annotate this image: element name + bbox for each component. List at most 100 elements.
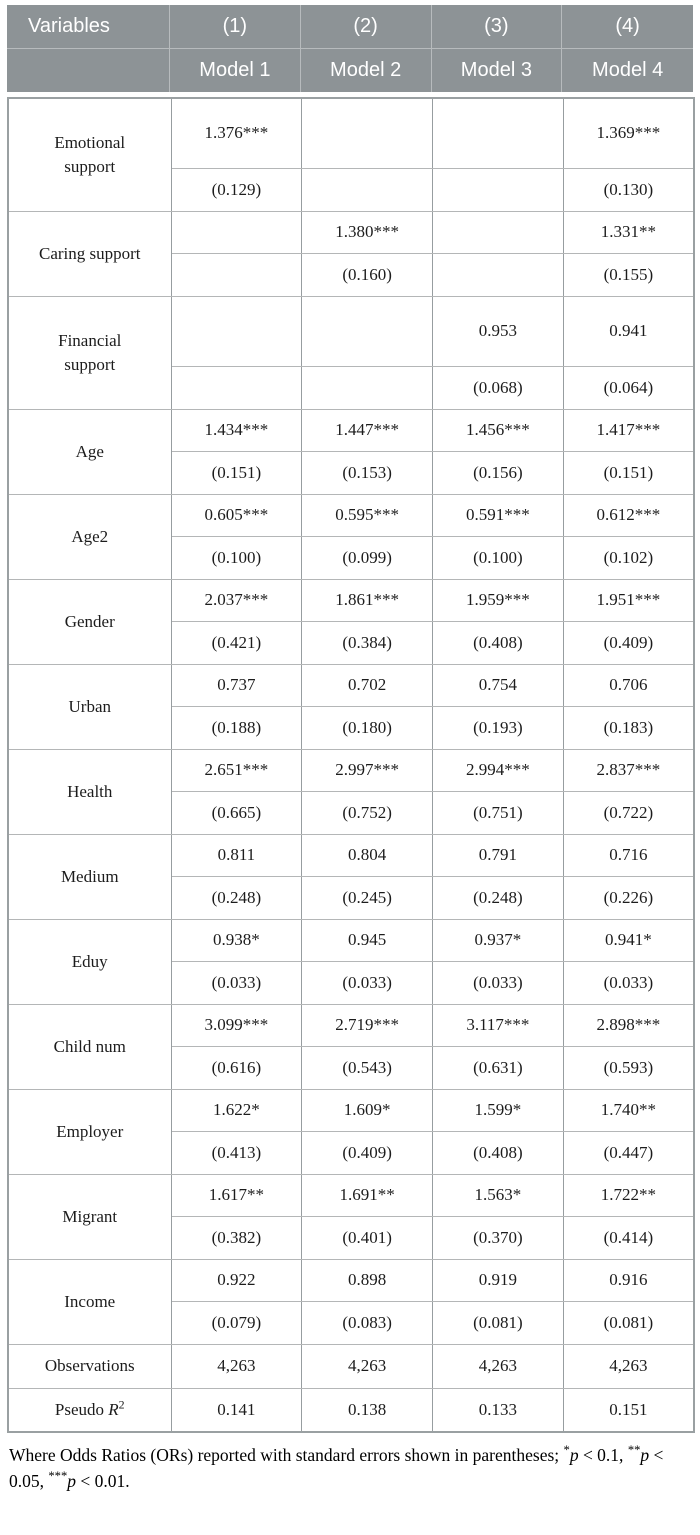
- odds-ratio-cell: 1.599*: [432, 1088, 564, 1132]
- summary-label: Pseudo R2: [7, 1387, 172, 1433]
- stderr-cell: (0.033): [562, 960, 695, 1005]
- stderr-row: (0.068) (0.064): [8, 365, 695, 410]
- odds-ratio-cell: 1.380***: [301, 210, 433, 254]
- odds-ratio-cell: [170, 210, 303, 254]
- stderr-cell: (0.631): [432, 1045, 564, 1090]
- summary-value-cell: 0.141: [170, 1387, 303, 1433]
- header-model-4: Model 4: [592, 59, 664, 81]
- odds-ratio-cell: [432, 97, 564, 169]
- summary-value-cell: 4,263: [170, 1343, 303, 1389]
- stderr-cell: (0.752): [301, 790, 433, 835]
- stderr-cell: (0.153): [301, 450, 433, 495]
- stderr-cell: (0.160): [301, 252, 433, 297]
- variable-row: Child num 3.099*** 2.719*** 3.117*** 2.898**…: [7, 1003, 695, 1090]
- odds-ratio-cell: 0.591***: [432, 493, 564, 537]
- row-label: Age: [7, 408, 172, 495]
- stderr-cell: (0.401): [301, 1215, 433, 1260]
- row-label: Urban: [7, 663, 172, 750]
- odds-ratio-cell: 1.740**: [562, 1088, 695, 1132]
- stderr-cell: (0.248): [170, 875, 303, 920]
- odds-ratio-cell: 2.719***: [301, 1003, 433, 1047]
- stderr-cell: (0.370): [432, 1215, 564, 1260]
- stderr-cell: [301, 365, 433, 410]
- stderr-cell: (0.414): [562, 1215, 695, 1260]
- stderr-cell: [170, 365, 303, 410]
- header-col-1: (1): [170, 5, 301, 49]
- variable-row: Financial support 0.953 0.941: [7, 295, 695, 410]
- stderr-cell: [170, 252, 303, 297]
- stderr-cell: (0.248): [432, 875, 564, 920]
- stderr-cell: (0.068): [432, 365, 564, 410]
- stderr-cell: (0.751): [432, 790, 564, 835]
- stderr-cell: (0.083): [301, 1300, 433, 1345]
- odds-ratio-cell: 0.916: [562, 1258, 695, 1302]
- summary-value-cell: 4,263: [301, 1343, 433, 1389]
- odds-ratio-cell: 2.994***: [432, 748, 564, 792]
- variable-row: Urban 0.737 0.702 0.754 0.706: [7, 663, 695, 750]
- odds-ratio-cell: 1.456***: [432, 408, 564, 452]
- stderr-cell: (0.382): [170, 1215, 303, 1260]
- odds-ratio-cell: 0.716: [562, 833, 695, 877]
- table-header: Variables (1) (2) (3) (4) Model 1 Model …: [7, 5, 693, 92]
- stderr-cell: (0.447): [562, 1130, 695, 1175]
- row-label: Eduy: [7, 918, 172, 1005]
- odds-ratio-cell: 3.099***: [170, 1003, 303, 1047]
- stderr-cell: (0.413): [170, 1130, 303, 1175]
- row-label: Child num: [7, 1003, 172, 1090]
- odds-ratio-cell: 1.959***: [432, 578, 564, 622]
- odds-ratio-cell: 0.612***: [562, 493, 695, 537]
- stderr-row: (0.100) (0.099) (0.100) (0.102): [8, 535, 695, 580]
- odds-ratio-cell: [301, 295, 433, 367]
- stderr-cell: (0.033): [170, 960, 303, 1005]
- odds-ratio-cell: 3.117***: [432, 1003, 564, 1047]
- stderr-cell: (0.079): [170, 1300, 303, 1345]
- regression-table: Emotional support 1.376*** 1.369*** (0.129)…: [7, 97, 695, 1433]
- stderr-cell: (0.100): [170, 535, 303, 580]
- summary-value-cell: 0.138: [301, 1387, 433, 1433]
- header-col-4: (4): [562, 5, 693, 49]
- header-col-2: (2): [300, 5, 432, 49]
- row-label: Caring support: [7, 210, 172, 297]
- stderr-cell: (0.245): [301, 875, 433, 920]
- row-label: Income: [7, 1258, 172, 1345]
- stderr-row: (0.033) (0.033) (0.033) (0.033): [8, 960, 695, 1005]
- stderr-cell: (0.151): [562, 450, 695, 495]
- row-label: Health: [7, 748, 172, 835]
- odds-ratio-cell: [301, 97, 433, 169]
- stderr-cell: (0.665): [170, 790, 303, 835]
- stderr-cell: (0.188): [170, 705, 303, 750]
- header-variables: Variables: [7, 5, 170, 49]
- stderr-cell: (0.033): [432, 960, 564, 1005]
- odds-ratio-cell: 1.417***: [562, 408, 695, 452]
- odds-ratio-cell: 1.369***: [562, 97, 695, 169]
- stderr-cell: (0.722): [562, 790, 695, 835]
- odds-ratio-cell: [170, 295, 303, 367]
- odds-ratio-cell: 0.702: [301, 663, 433, 707]
- summary-value-cell: 4,263: [562, 1343, 695, 1389]
- odds-ratio-cell: 1.376***: [170, 97, 303, 169]
- variable-row: Gender 2.037*** 1.861*** 1.959*** 1.951***: [7, 578, 695, 665]
- odds-ratio-cell: 1.861***: [301, 578, 433, 622]
- header-variables-empty: [7, 49, 170, 92]
- stderr-cell: [301, 167, 433, 212]
- odds-ratio-cell: 2.837***: [562, 748, 695, 792]
- odds-ratio-cell: 0.595***: [301, 493, 433, 537]
- variable-row: Emotional support 1.376*** 1.369***: [7, 97, 695, 212]
- odds-ratio-cell: 0.754: [432, 663, 564, 707]
- stderr-cell: (0.183): [562, 705, 695, 750]
- stderr-cell: (0.099): [301, 535, 433, 580]
- stderr-cell: (0.421): [170, 620, 303, 665]
- header-model-1: Model 1: [170, 49, 301, 92]
- stderr-cell: (0.130): [562, 167, 695, 212]
- summary-label: Observations: [7, 1343, 172, 1389]
- row-label: Gender: [7, 578, 172, 665]
- stderr-cell: (0.081): [432, 1300, 564, 1345]
- stderr-cell: (0.408): [432, 1130, 564, 1175]
- row-label: Financial support: [7, 295, 172, 410]
- odds-ratio-cell: 1.622*: [170, 1088, 303, 1132]
- stderr-cell: (0.409): [301, 1130, 433, 1175]
- odds-ratio-cell: 0.922: [170, 1258, 303, 1302]
- stderr-row: (0.382) (0.401) (0.370) (0.414): [8, 1215, 695, 1260]
- row-label: Emotional support: [7, 97, 172, 212]
